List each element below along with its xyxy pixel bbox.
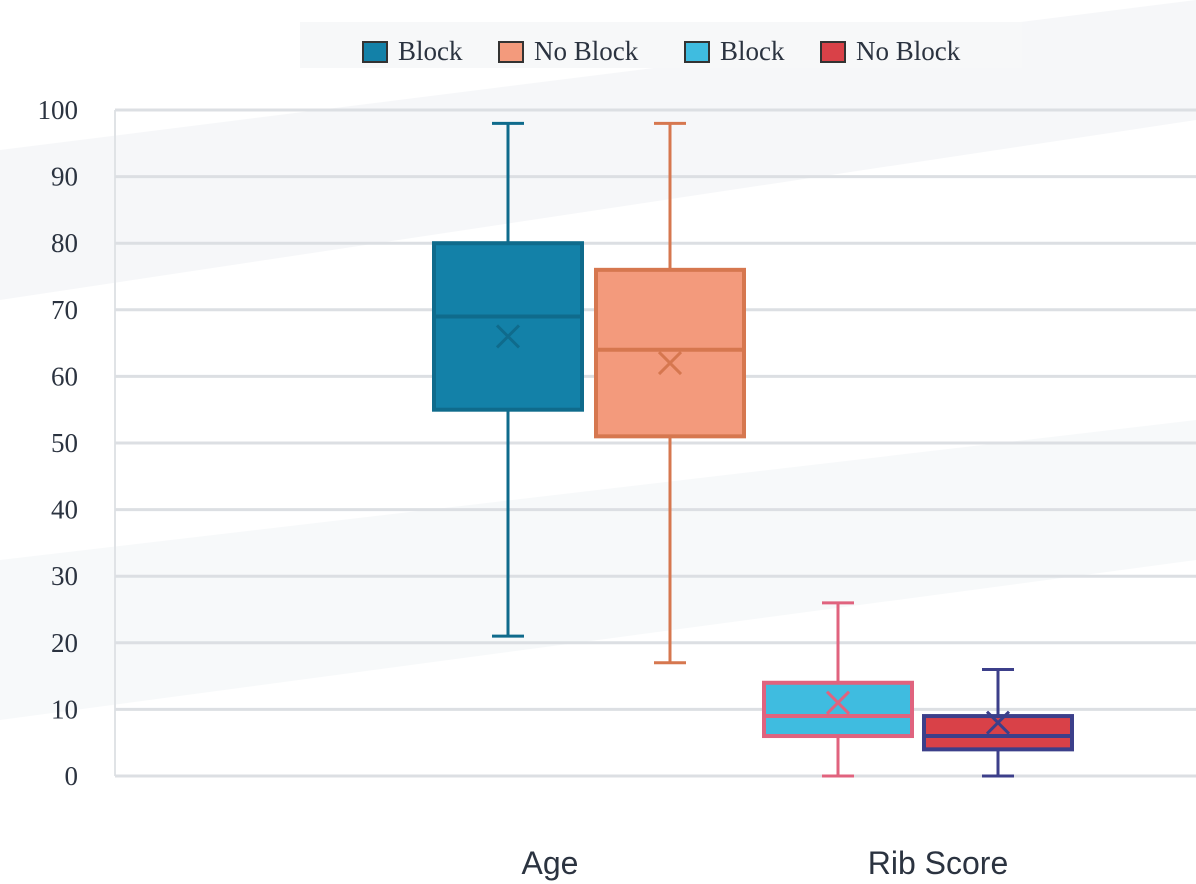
- mean-marker: [985, 710, 1011, 735]
- x-category-label: Rib Score: [868, 845, 1009, 881]
- legend-label: No Block: [534, 36, 639, 66]
- x-category-label: Age: [522, 845, 579, 881]
- legend-swatch: [684, 40, 710, 63]
- box-iqr: [594, 267, 746, 439]
- y-tick-label: 10: [51, 694, 78, 724]
- legend-item-no-block-rib: No Block: [820, 36, 960, 67]
- y-tick-label: 20: [51, 628, 78, 658]
- legend: Block No Block Block No Block: [300, 22, 1022, 68]
- y-tick-label: 80: [51, 228, 78, 258]
- mean-marker: [657, 351, 683, 376]
- y-tick-label: 90: [51, 162, 78, 192]
- y-tick-label: 0: [65, 761, 79, 791]
- box-iqr: [922, 714, 1074, 752]
- legend-item-block-age: Block: [362, 36, 463, 67]
- legend-swatch: [498, 40, 524, 63]
- y-tick-label: 30: [51, 561, 78, 591]
- y-tick-label: 60: [51, 361, 78, 391]
- legend-label: Block: [398, 36, 463, 66]
- legend-item-block-rib: Block: [684, 36, 785, 67]
- box-iqr: [762, 680, 914, 739]
- legend-label: No Block: [856, 36, 961, 66]
- mean-marker: [495, 324, 521, 349]
- legend-label: Block: [720, 36, 785, 66]
- y-tick-label: 70: [51, 295, 78, 325]
- legend-swatch: [820, 40, 846, 63]
- y-tick-label: 50: [51, 428, 78, 458]
- legend-swatch: [362, 40, 388, 63]
- legend-item-no-block-age: No Block: [498, 36, 638, 67]
- y-tick-label: 100: [38, 95, 79, 125]
- mean-marker: [825, 690, 851, 715]
- box-iqr: [432, 241, 584, 412]
- y-tick-label: 40: [51, 495, 78, 525]
